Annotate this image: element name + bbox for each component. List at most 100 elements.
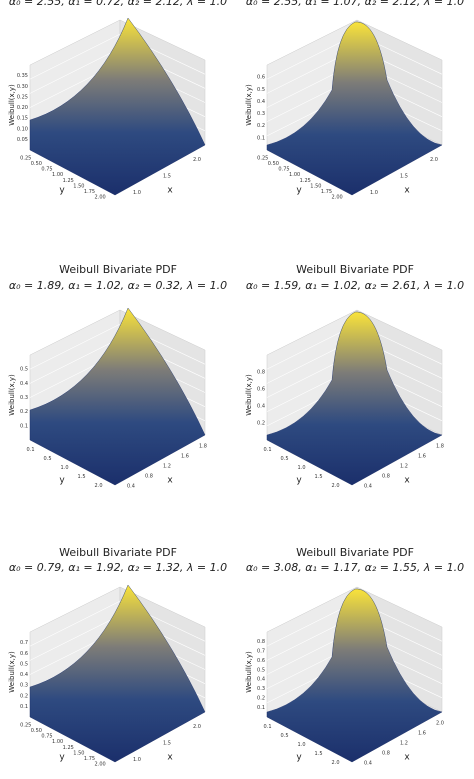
z-tick-label: 0.10 [17, 126, 28, 132]
x-tick-label: 1.6 [418, 454, 426, 460]
y-tick-label: 1.5 [315, 751, 323, 757]
z-tick-label: 0.1 [20, 704, 28, 710]
pdf-surface [29, 17, 206, 196]
surface-plot: 0.1 0.2 0.3 0.4 0.5 0.6 0.7 0.250.500.751.001.2… [8, 584, 206, 768]
z-tick-label: 0.8 [257, 639, 265, 645]
x-tick-label: 1.2 [400, 741, 408, 747]
pane-grid [29, 48, 121, 94]
panel-params: α₀ = 1.89, α₁ = 1.02, α₂ = 0.32, λ = 1.0 [9, 279, 227, 292]
y-tick-label: 0.50 [31, 728, 42, 734]
z-tick-label: 0.25 [17, 94, 28, 100]
z-tick-label: 0.05 [17, 137, 28, 143]
surface-plot: 0.1 0.2 0.3 0.4 0.5 0.1 0.5 1.0 1.5 2.0 0.4 0.8 1.2 1… [8, 307, 207, 490]
y-tick-label: 2.0 [95, 483, 103, 489]
y-tick-label: 1.00 [52, 739, 63, 745]
panel-params: α₀ = 0.79, α₁ = 1.92, α₂ = 1.32, λ = 1.0 [9, 561, 227, 574]
y-tick-label: 1.0 [298, 742, 306, 748]
z-tick-label: 0.6 [257, 387, 265, 393]
x-tick-label: 1.2 [163, 464, 171, 470]
pdf-surface [266, 311, 443, 486]
pdf-surface [266, 588, 443, 763]
panel-title: Weibull Bivariate PDF [296, 546, 414, 559]
y-tick-label: 1.00 [289, 172, 300, 178]
pdf-surface [266, 21, 443, 196]
z-tick-label: 0.2 [257, 696, 265, 702]
surface-plot: 0.050.100.150.200.250.300.350.250.500.75… [8, 17, 206, 201]
x-tick-label: 1.5 [400, 174, 408, 180]
y-axis-label: y [296, 186, 302, 196]
z-tick-label: 0.4 [257, 404, 265, 410]
z-tick-label: 0.3 [257, 111, 265, 117]
z-tick-label: 0.35 [17, 73, 28, 79]
surface-plot: 0.1 0.2 0.3 0.4 0.5 0.6 0.7 0.8 0.1 0.5 1.0 1.5 2.0 0… [245, 586, 444, 767]
z-tick-label: 0.3 [20, 395, 28, 401]
x-axis-label: x [167, 476, 173, 486]
y-tick-label: 0.50 [268, 161, 279, 167]
y-tick-label: 0.5 [281, 456, 289, 462]
z-tick-label: 0.5 [257, 87, 265, 93]
z-tick-label: 0.3 [20, 683, 28, 689]
y-tick-label: 2.0 [332, 483, 340, 489]
y-tick-label: 1.5 [315, 474, 323, 480]
z-tick-label: 0.7 [20, 640, 28, 646]
surface-plot: 0.10.20.30.40.50.60.250.500.751.001.251.… [245, 19, 443, 201]
z-tick-label: 0.5 [257, 667, 265, 673]
panel-title: Weibull Bivariate PDF [59, 546, 177, 559]
panel-params: α₀ = 3.08, α₁ = 1.17, α₂ = 1.55, λ = 1.0 [246, 561, 464, 574]
z-axis-label: Weibull(x,y) [245, 651, 253, 693]
y-tick-label: 1.75 [84, 189, 95, 195]
y-tick-label: 2.00 [95, 195, 106, 201]
x-tick-label: 0.4 [364, 761, 372, 767]
z-tick-label: 0.2 [257, 421, 265, 427]
z-axis-label: Weibull(x,y) [8, 374, 16, 416]
pane-grid [29, 338, 121, 384]
y-tick-label: 2.00 [332, 195, 343, 201]
z-tick-label: 0.6 [257, 658, 265, 664]
x-axis-label: x [404, 753, 410, 763]
z-tick-label: 0.1 [257, 705, 265, 711]
pane-grid [29, 600, 121, 647]
x-axis-label: x [404, 186, 410, 196]
y-tick-label: 1.5 [78, 474, 86, 480]
z-tick-label: 0.6 [257, 75, 265, 81]
y-tick-label: 1.50 [73, 750, 84, 756]
x-tick-label: 1.8 [199, 444, 207, 450]
y-tick-label: 0.5 [44, 456, 52, 462]
z-tick-label: 0.5 [20, 661, 28, 667]
y-tick-label: 0.1 [264, 724, 272, 730]
z-axis-label: Weibull(x,y) [8, 84, 16, 126]
z-tick-label: 0.30 [17, 84, 28, 90]
y-tick-label: 1.50 [310, 183, 321, 189]
z-tick-label: 0.5 [20, 367, 28, 373]
x-tick-label: 2.0 [436, 721, 444, 727]
x-tick-label: 1.5 [163, 174, 171, 180]
y-tick-label: 0.1 [27, 447, 35, 453]
y-tick-label: 0.50 [31, 161, 42, 167]
y-tick-label: 0.25 [257, 155, 268, 161]
y-tick-label: 0.25 [20, 155, 31, 161]
x-tick-label: 1.2 [400, 464, 408, 470]
y-tick-label: 0.75 [41, 734, 52, 740]
panel-title: Weibull Bivariate PDF [296, 263, 414, 276]
y-axis-label: y [296, 476, 302, 486]
y-tick-label: 1.25 [300, 178, 311, 184]
panel-params: α₀ = 2.55, α₁ = 1.07, α₂ = 2.12, λ = 1.0 [246, 0, 464, 8]
pane-grid [29, 323, 121, 370]
x-tick-label: 2.0 [430, 157, 438, 163]
x-tick-label: 1.0 [133, 757, 141, 763]
y-tick-label: 1.00 [52, 172, 63, 178]
x-tick-label: 1.0 [370, 190, 378, 196]
x-tick-label: 2.0 [193, 724, 201, 730]
panel-params: α₀ = 2.55, α₁ = 0.72, α₂ = 2.12, λ = 1.0 [9, 0, 227, 8]
panel-params: α₀ = 1.59, α₁ = 1.02, α₂ = 2.61, λ = 1.0 [246, 279, 464, 292]
x-tick-label: 2.0 [193, 157, 201, 163]
x-tick-label: 1.8 [436, 444, 444, 450]
z-tick-label: 0.1 [257, 135, 265, 141]
z-tick-label: 0.8 [257, 370, 265, 376]
x-tick-label: 1.6 [181, 454, 189, 460]
z-tick-label: 0.4 [257, 677, 265, 683]
z-tick-label: 0.20 [17, 105, 28, 111]
y-tick-label: 0.25 [20, 722, 31, 728]
y-tick-label: 0.1 [264, 447, 272, 453]
